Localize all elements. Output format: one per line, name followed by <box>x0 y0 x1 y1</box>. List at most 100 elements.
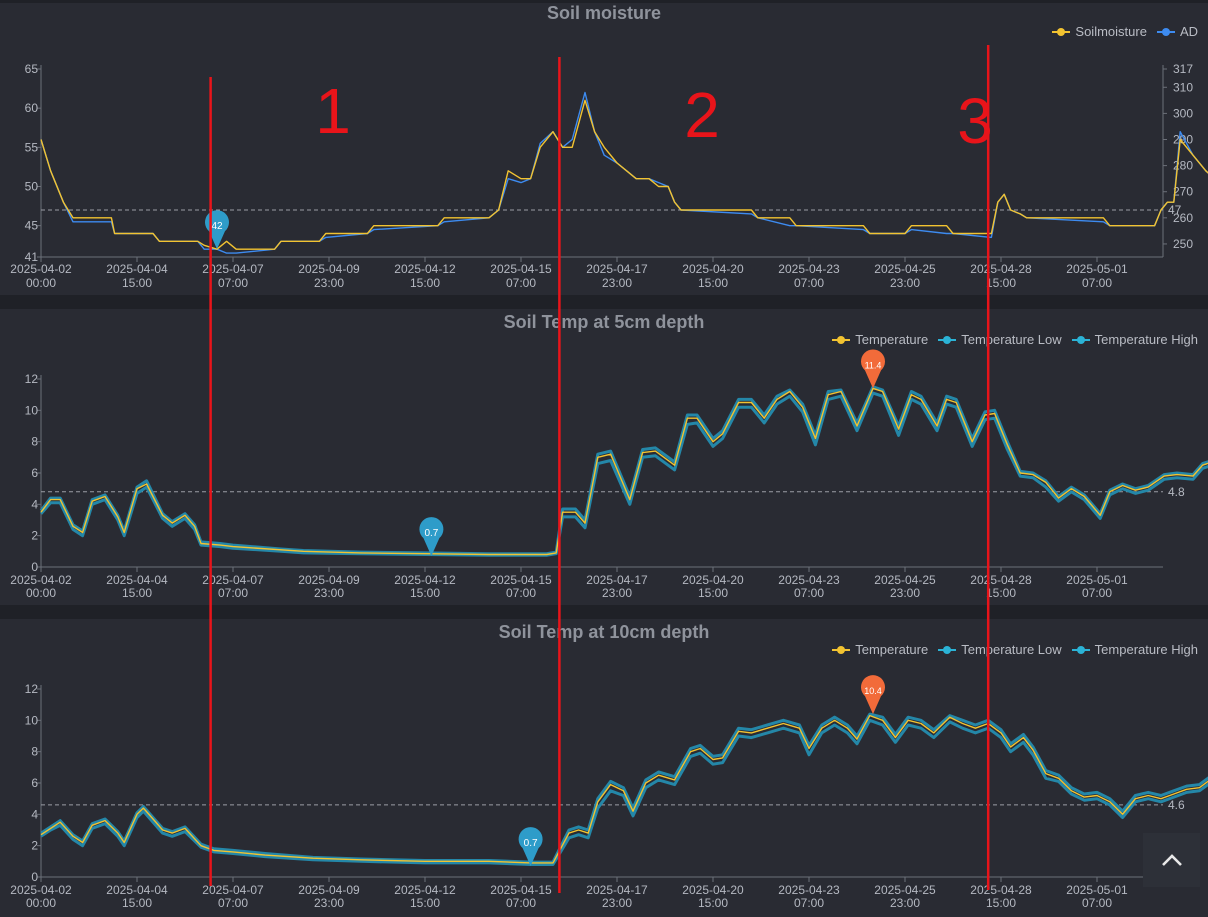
x-tick-label: 2025-04-15 <box>490 573 552 587</box>
x-tick-label: 2025-04-15 <box>490 262 552 276</box>
y-tick-label: 2 <box>31 839 38 853</box>
legend-item-temperature-low[interactable]: Temperature Low <box>938 332 1062 347</box>
x-tick-label: 23:00 <box>890 586 920 600</box>
marker-pin <box>861 675 885 715</box>
x-tick-label: 07:00 <box>218 586 248 600</box>
x-tick-label: 23:00 <box>314 586 344 600</box>
x-tick-label: 2025-04-04 <box>106 573 168 587</box>
max-marker: 11.4 <box>861 349 885 389</box>
y-tick-label: 4 <box>31 807 38 821</box>
x-tick-label: 23:00 <box>602 586 632 600</box>
legend-item-temperature[interactable]: Temperature <box>832 332 928 347</box>
y2-tick-label: 317 <box>1173 62 1193 76</box>
x-tick-label: 15:00 <box>122 276 152 290</box>
x-tick-label: 07:00 <box>794 276 824 290</box>
x-tick-label: 2025-05-01 <box>1066 883 1128 897</box>
x-tick-label: 2025-04-17 <box>586 883 648 897</box>
back-to-top-button[interactable] <box>1143 833 1200 887</box>
x-tick-label: 07:00 <box>218 896 248 910</box>
x-tick-label: 07:00 <box>506 896 536 910</box>
y-tick-label: 10 <box>25 713 39 727</box>
marker-label: 42 <box>211 221 223 232</box>
x-tick-label: 15:00 <box>410 896 440 910</box>
x-tick-label: 00:00 <box>26 276 56 290</box>
series-line-soilmoisture <box>40 99 1208 250</box>
x-tick-label: 07:00 <box>1082 586 1112 600</box>
legend-item-ad[interactable]: AD <box>1156 24 1198 39</box>
x-tick-label: 07:00 <box>1082 896 1112 910</box>
chevron-up-icon <box>1161 847 1183 873</box>
legend-swatch-ad <box>1156 27 1175 37</box>
y-tick-label: 6 <box>31 466 38 480</box>
x-tick-label: 07:00 <box>506 586 536 600</box>
series-line-temperature-high <box>40 712 1208 864</box>
legend-item-soilmoisture[interactable]: Soilmoisture <box>1052 24 1147 39</box>
y-tick-label: 8 <box>31 745 38 759</box>
x-tick-label: 00:00 <box>26 896 56 910</box>
legend-item-temperature-low[interactable]: Temperature Low <box>938 642 1062 657</box>
y-tick-label: 50 <box>25 180 39 194</box>
x-tick-label: 23:00 <box>314 276 344 290</box>
legend-label-soilmoisture: Soilmoisture <box>1075 24 1147 39</box>
x-tick-label: 2025-04-02 <box>10 262 72 276</box>
series-line-temperature <box>40 714 1208 864</box>
min-marker: 0.7 <box>518 827 543 867</box>
x-tick-label: 2025-04-28 <box>970 262 1032 276</box>
x-tick-label: 00:00 <box>26 586 56 600</box>
x-tick-label: 2025-04-20 <box>682 573 744 587</box>
marker-label: 10.4 <box>864 686 882 696</box>
marker-label: 11.4 <box>865 360 882 370</box>
soil-temp-10cm-panel: Soil Temp at 10cm depth Temperature Temp… <box>0 619 1208 917</box>
x-tick-label: 2025-04-04 <box>106 883 168 897</box>
x-tick-label: 15:00 <box>122 586 152 600</box>
y-tick-label: 2 <box>31 529 38 543</box>
y-tick-label: 65 <box>25 62 39 76</box>
y-tick-label: 12 <box>25 372 39 386</box>
y-tick-label: 41 <box>25 250 39 264</box>
y-tick-label: 0 <box>31 560 38 574</box>
x-tick-label: 2025-04-20 <box>682 883 744 897</box>
mean-label: 47 <box>1168 203 1182 217</box>
x-tick-label: 07:00 <box>794 586 824 600</box>
legend-swatch-temperature-low <box>938 335 957 345</box>
y2-tick-label: 270 <box>1173 185 1193 199</box>
series-line-temperature-low <box>39 391 1208 557</box>
x-tick-label: 2025-04-12 <box>394 573 456 587</box>
soil-temp-10cm-legend: Temperature Temperature Low Temperature … <box>832 642 1198 657</box>
legend-item-temperature[interactable]: Temperature <box>832 642 928 657</box>
x-tick-label: 2025-04-12 <box>394 883 456 897</box>
y2-tick-label: 250 <box>1173 237 1193 251</box>
x-tick-label: 2025-04-09 <box>298 573 360 587</box>
x-tick-label: 2025-04-07 <box>202 573 264 587</box>
x-tick-label: 2025-04-04 <box>106 262 168 276</box>
soil-temp-5cm-legend: Temperature Temperature Low Temperature … <box>832 332 1198 347</box>
soil-temp-10cm-title: Soil Temp at 10cm depth <box>498 622 710 642</box>
legend-label-temperature-low: Temperature Low <box>961 332 1062 347</box>
mean-label: 4.8 <box>1168 485 1185 499</box>
y-tick-label: 10 <box>25 403 39 417</box>
x-tick-label: 23:00 <box>602 276 632 290</box>
y-tick-label: 60 <box>25 101 39 115</box>
legend-swatch-temperature-high <box>1071 335 1090 345</box>
legend-item-temperature-high[interactable]: Temperature High <box>1071 642 1198 657</box>
x-tick-label: 2025-04-23 <box>778 573 840 587</box>
legend-swatch-temperature-low <box>938 645 957 655</box>
max-marker: 10.4 <box>861 675 885 715</box>
x-tick-label: 23:00 <box>314 896 344 910</box>
x-tick-label: 2025-04-20 <box>682 262 744 276</box>
x-tick-label: 15:00 <box>698 276 728 290</box>
x-tick-label: 2025-04-17 <box>586 262 648 276</box>
x-tick-label: 15:00 <box>986 896 1016 910</box>
legend-label-temperature-high: Temperature High <box>1094 332 1198 347</box>
y2-tick-label: 290 <box>1173 133 1193 147</box>
legend-item-temperature-high[interactable]: Temperature High <box>1071 332 1198 347</box>
x-tick-label: 2025-04-23 <box>778 883 840 897</box>
x-tick-label: 2025-04-09 <box>298 262 360 276</box>
x-tick-label: 2025-04-15 <box>490 883 552 897</box>
x-tick-label: 2025-04-02 <box>10 883 72 897</box>
mean-label: 4.6 <box>1168 798 1185 812</box>
y2-tick-label: 260 <box>1173 211 1193 225</box>
min-marker: 42 <box>205 210 230 250</box>
legend-swatch-temperature-high <box>1071 645 1090 655</box>
y-tick-label: 0 <box>31 870 38 884</box>
